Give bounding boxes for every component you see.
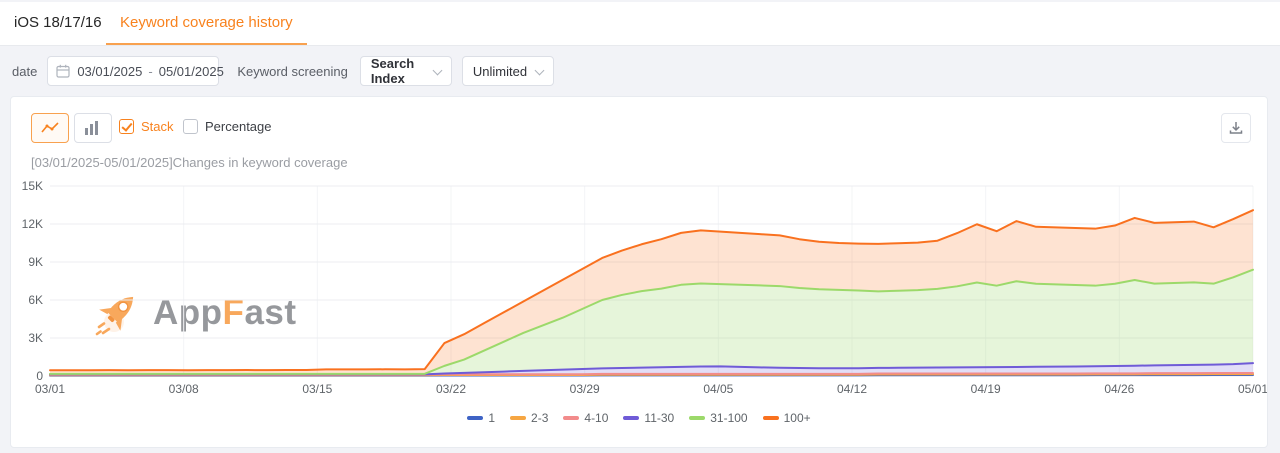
legend-swatch: [563, 416, 580, 420]
svg-text:0: 0: [36, 369, 43, 383]
stack-label: Stack: [141, 119, 174, 134]
download-icon: [1229, 122, 1243, 134]
legend-label: 31-100: [710, 411, 748, 425]
svg-text:03/29: 03/29: [570, 382, 600, 396]
svg-text:03/08: 03/08: [169, 382, 199, 396]
keyword-screening-label: Keyword screening: [237, 63, 348, 79]
svg-text:15K: 15K: [22, 179, 43, 193]
svg-text:04/19: 04/19: [971, 382, 1001, 396]
legend-label: 2-3: [531, 411, 549, 425]
svg-text:12K: 12K: [22, 217, 43, 231]
bar-chart-button[interactable]: [74, 113, 112, 143]
svg-text:03/22: 03/22: [436, 382, 466, 396]
legend-item-4-10[interactable]: 4-10: [563, 411, 608, 425]
limit-value: Unlimited: [472, 63, 528, 79]
svg-text:9K: 9K: [28, 255, 43, 269]
legend-label: 1: [488, 411, 496, 425]
legend-item-2-3[interactable]: 2-3: [510, 411, 548, 425]
legend-item-31-100[interactable]: 31-100: [689, 411, 748, 425]
tab-bar: iOS 18/17/16 Keyword coverage history: [0, 2, 1280, 46]
legend-item-1[interactable]: 1: [467, 411, 495, 425]
bar-chart-icon: [85, 121, 98, 135]
legend-swatch: [762, 416, 779, 420]
checkbox-empty-icon: [183, 119, 198, 134]
date-range-input[interactable]: 03/01/2025 - 05/01/2025: [47, 56, 224, 86]
chart-legend: 1 2-3 4-10 11-30 31-100 100+: [11, 411, 1267, 425]
date-label: date: [12, 63, 38, 79]
date-end-value: 05/01/2025: [158, 63, 224, 79]
legend-swatch: [510, 416, 527, 420]
legend-label: 11-30: [644, 411, 675, 425]
percentage-label: Percentage: [205, 119, 272, 134]
chevron-down-icon: [433, 67, 441, 75]
percentage-checkbox[interactable]: Percentage: [183, 119, 272, 134]
tab-keyword-coverage-history[interactable]: Keyword coverage history: [106, 2, 307, 45]
legend-item-11-30[interactable]: 11-30: [623, 411, 674, 425]
search-index-select[interactable]: Search Index: [359, 56, 452, 86]
chevron-down-icon: [535, 67, 543, 75]
legend-swatch: [467, 416, 484, 420]
svg-text:3K: 3K: [28, 331, 43, 345]
svg-text:03/01: 03/01: [35, 382, 65, 396]
chart-type-switch: [31, 113, 112, 143]
chart-panel: Stack Percentage [03/01/2025-05/01/2025]…: [10, 96, 1268, 448]
filter-bar: date 03/01/2025 - 05/01/2025 Keyword scr…: [0, 46, 1280, 96]
legend-swatch: [689, 416, 706, 420]
search-index-value: Search Index: [370, 56, 415, 86]
svg-text:04/12: 04/12: [837, 382, 867, 396]
app-context-label: iOS 18/17/16: [14, 14, 102, 31]
stack-checkbox[interactable]: Stack: [119, 119, 174, 134]
legend-label: 4-10: [584, 411, 609, 425]
legend-swatch: [623, 416, 640, 420]
download-button[interactable]: [1221, 113, 1251, 143]
chart-title: [03/01/2025-05/01/2025]Changes in keywor…: [31, 155, 348, 170]
line-chart-icon: [41, 122, 59, 133]
svg-text:04/05: 04/05: [703, 382, 733, 396]
svg-text:03/15: 03/15: [302, 382, 332, 396]
calendar-icon: [56, 64, 70, 78]
tab-label: Keyword coverage history: [120, 14, 293, 31]
svg-text:05/01: 05/01: [1238, 382, 1267, 396]
svg-text:6K: 6K: [28, 293, 43, 307]
svg-text:04/26: 04/26: [1104, 382, 1134, 396]
legend-label: 100+: [783, 411, 811, 425]
limit-select[interactable]: Unlimited: [461, 56, 554, 86]
date-separator: -: [148, 63, 153, 79]
legend-item-100+[interactable]: 100+: [762, 411, 811, 425]
coverage-area-chart: 03/01 03/08 03/15 03/22 03/29 04/05 04/12 04/19…: [22, 179, 1267, 396]
date-start-value: 03/01/2025: [77, 63, 143, 79]
line-chart-button[interactable]: [31, 113, 69, 143]
checkbox-checked-icon: [119, 119, 134, 134]
